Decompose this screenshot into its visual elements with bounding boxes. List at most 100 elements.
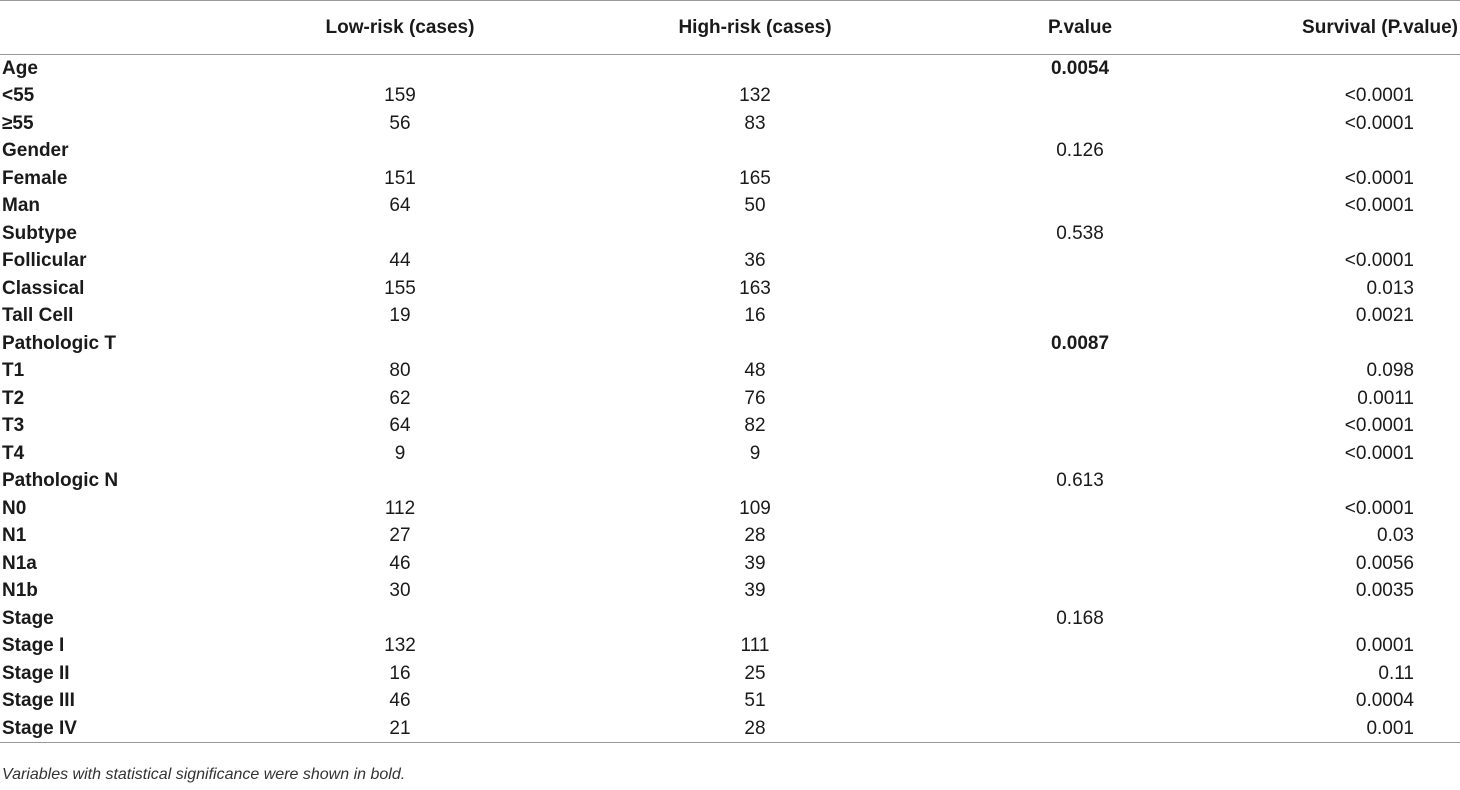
high-risk-cases: 109	[739, 497, 771, 519]
row-label: <55	[2, 85, 35, 107]
p-value: 0.0054	[1050, 58, 1110, 79]
p-value	[940, 632, 1220, 660]
table-row: N1 27 28 0.03	[0, 522, 1460, 550]
survival-p-value: 0.11	[1378, 662, 1414, 684]
p-value	[940, 192, 1220, 220]
low-risk-cases: 30	[389, 580, 411, 602]
survival-p-value: <0.0001	[1344, 195, 1414, 217]
table-row: Stage 0.168	[0, 605, 1460, 633]
row-label: Subtype	[2, 222, 77, 244]
row-label: Stage II	[2, 662, 70, 684]
low-risk-cases: 132	[384, 635, 416, 657]
survival-p-value	[1220, 220, 1460, 248]
low-risk-cases: 16	[389, 662, 411, 684]
table-row: Pathologic N 0.613	[0, 467, 1460, 495]
row-label: Pathologic N	[2, 470, 119, 492]
low-risk-cases: 21	[230, 714, 570, 743]
low-risk-cases: 159	[384, 85, 416, 107]
row-label: N1a	[2, 552, 37, 574]
low-risk-cases	[230, 467, 570, 495]
low-risk-cases: 151	[384, 167, 416, 189]
survival-p-value: <0.0001	[1344, 442, 1414, 464]
row-label: Female	[2, 167, 68, 189]
survival-p-value: 0.001	[1220, 714, 1460, 743]
high-risk-cases: 83	[744, 112, 766, 134]
row-label: Tall Cell	[2, 305, 74, 327]
row-label: N1	[2, 525, 27, 547]
high-risk-cases: 39	[744, 552, 766, 574]
low-risk-cases: 19	[389, 305, 411, 327]
table-row: T1 80 48 0.098	[0, 357, 1460, 385]
p-value	[940, 165, 1220, 193]
survival-p-value: <0.0001	[1344, 167, 1414, 189]
high-risk-cases: 165	[739, 167, 771, 189]
table-row: Pathologic T 0.0087	[0, 330, 1460, 358]
p-value	[940, 302, 1220, 330]
p-value	[940, 412, 1220, 440]
high-risk-cases: 28	[744, 525, 766, 547]
survival-p-value	[1220, 605, 1460, 633]
header-row: Low-risk (cases) High-risk (cases) P.val…	[0, 0, 1460, 55]
row-label: T2	[2, 387, 25, 409]
table-row: T2 62 76 0.0011	[0, 385, 1460, 413]
p-value: 0.0087	[1050, 332, 1110, 354]
low-risk-cases: 9	[394, 442, 406, 464]
table-row: Classical 155 163 0.013	[0, 275, 1460, 303]
high-risk-cases: 76	[744, 387, 766, 409]
p-value: 0.126	[1056, 140, 1104, 162]
table-row: Female 151 165 <0.0001	[0, 165, 1460, 193]
row-label: Stage III	[2, 690, 75, 712]
row-label: N1b	[2, 580, 38, 602]
survival-p-value: 0.013	[1366, 277, 1414, 299]
row-label: T4	[2, 442, 25, 464]
table-row: Man 64 50 <0.0001	[0, 192, 1460, 220]
survival-p-value: <0.0001	[1344, 497, 1414, 519]
low-risk-cases: 46	[389, 552, 411, 574]
high-risk-cases: 163	[739, 277, 771, 299]
high-risk-cases: 48	[744, 360, 766, 382]
row-label: Gender	[2, 140, 69, 162]
high-risk-cases: 111	[740, 635, 770, 657]
high-risk-cases: 28	[570, 714, 940, 743]
row-label: Pathologic T	[2, 332, 116, 354]
survival-p-value: 0.0035	[1355, 580, 1414, 602]
table-row: Stage II 16 25 0.11	[0, 660, 1460, 688]
survival-p-value: <0.0001	[1344, 250, 1414, 272]
p-value	[940, 82, 1220, 110]
survival-p-value: <0.0001	[1344, 415, 1414, 437]
low-risk-cases: 46	[389, 690, 411, 712]
p-value	[940, 110, 1220, 138]
survival-p-value: 0.0004	[1355, 690, 1414, 712]
survival-p-value: 0.0001	[1355, 635, 1414, 657]
p-value	[940, 660, 1220, 688]
survival-p-value	[1220, 467, 1460, 495]
high-risk-cases	[570, 137, 940, 165]
table-row: Stage III 46 51 0.0004	[0, 687, 1460, 715]
row-label: Stage IV	[0, 714, 230, 743]
table-row: Stage IV 21 28 0.001	[0, 714, 1460, 743]
p-value	[940, 577, 1220, 605]
p-value	[940, 247, 1220, 275]
p-value	[940, 714, 1220, 743]
row-label: Stage	[2, 607, 54, 629]
row-label: Classical	[2, 277, 85, 299]
high-risk-cases	[570, 220, 940, 248]
p-value	[940, 550, 1220, 578]
table-footnote: Variables with statistical significance …	[2, 766, 406, 783]
survival-p-value: 0.0021	[1355, 305, 1414, 327]
low-risk-cases: 27	[389, 525, 411, 547]
row-label: T3	[2, 415, 25, 437]
low-risk-cases	[230, 137, 570, 165]
survival-p-value	[1220, 55, 1460, 83]
low-risk-cases	[230, 605, 570, 633]
survival-p-value: 0.03	[1377, 525, 1414, 547]
header-low-risk: Low-risk (cases)	[230, 0, 570, 55]
clinical-characteristics-table-container: Low-risk (cases) High-risk (cases) P.val…	[0, 0, 1460, 743]
header-high-risk: High-risk (cases)	[570, 0, 940, 55]
high-risk-cases	[570, 605, 940, 633]
p-value: 0.538	[1056, 222, 1104, 244]
survival-p-value	[1220, 330, 1460, 358]
low-risk-cases: 64	[389, 415, 411, 437]
table-row: ≥55 56 83 <0.0001	[0, 110, 1460, 138]
row-label: N0	[2, 497, 27, 519]
